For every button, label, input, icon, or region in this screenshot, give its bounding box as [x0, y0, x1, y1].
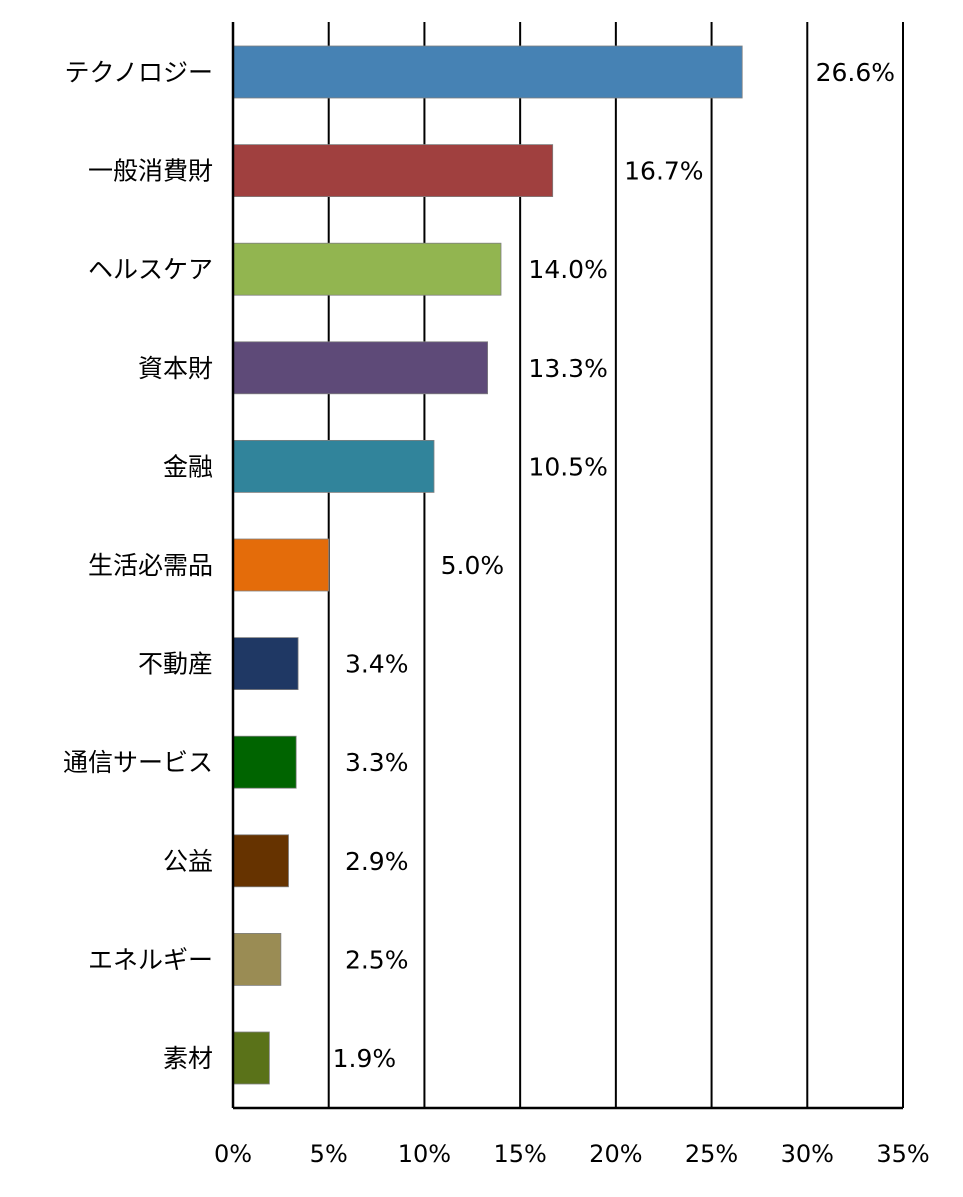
bar: [232, 1031, 270, 1085]
bar: [232, 341, 489, 395]
category-label: 金融: [163, 452, 213, 481]
value-label: 26.6%: [816, 58, 895, 87]
bar: [232, 933, 282, 986]
category-label: ヘルスケア: [88, 255, 213, 284]
value-label: 2.5%: [345, 945, 409, 974]
bar: [232, 834, 289, 888]
bar: [232, 144, 554, 198]
x-tick-label: 25%: [685, 1140, 738, 1168]
bar: [232, 637, 299, 690]
x-tick-label: 15%: [493, 1140, 546, 1168]
value-label: 3.4%: [345, 650, 409, 679]
axes: [231, 22, 903, 1110]
category-label: 資本財: [138, 354, 213, 383]
x-tick-label: 20%: [589, 1140, 642, 1168]
category-label: 公益: [163, 847, 213, 876]
x-tick-label: 0%: [214, 1140, 252, 1168]
value-label: 2.9%: [345, 847, 409, 876]
category-label: テクノロジー: [64, 58, 213, 87]
category-label: 素材: [163, 1044, 213, 1073]
grid-lines: [327, 22, 904, 1108]
category-label: 不動産: [138, 650, 213, 679]
labels: 0% 5% 10% 15% 20% 25% 30% 35% テクノロジー 26.6% 一般消費財 16…: [63, 58, 930, 1168]
category-label: エネルギー: [88, 945, 213, 974]
value-label: 10.5%: [528, 452, 607, 481]
x-tick-label: 10%: [398, 1140, 451, 1168]
category-label: 通信サービス: [63, 748, 213, 777]
bar: [232, 538, 330, 592]
bar: [232, 45, 743, 99]
value-label: 5.0%: [441, 551, 505, 580]
category-label: 一般消費財: [88, 157, 213, 186]
bars: [232, 45, 743, 1085]
x-tick-label: 30%: [781, 1140, 834, 1168]
value-label: 16.7%: [624, 157, 703, 186]
value-label: 3.3%: [345, 748, 409, 777]
bar: [232, 735, 297, 789]
x-tick-label: 5%: [310, 1140, 348, 1168]
value-label: 1.9%: [333, 1044, 397, 1073]
value-label: 13.3%: [528, 354, 607, 383]
bar: [232, 439, 435, 493]
bar: [232, 242, 502, 296]
value-label: 14.0%: [528, 255, 607, 284]
category-label: 生活必需品: [88, 551, 213, 580]
x-tick-label: 35%: [876, 1140, 929, 1168]
